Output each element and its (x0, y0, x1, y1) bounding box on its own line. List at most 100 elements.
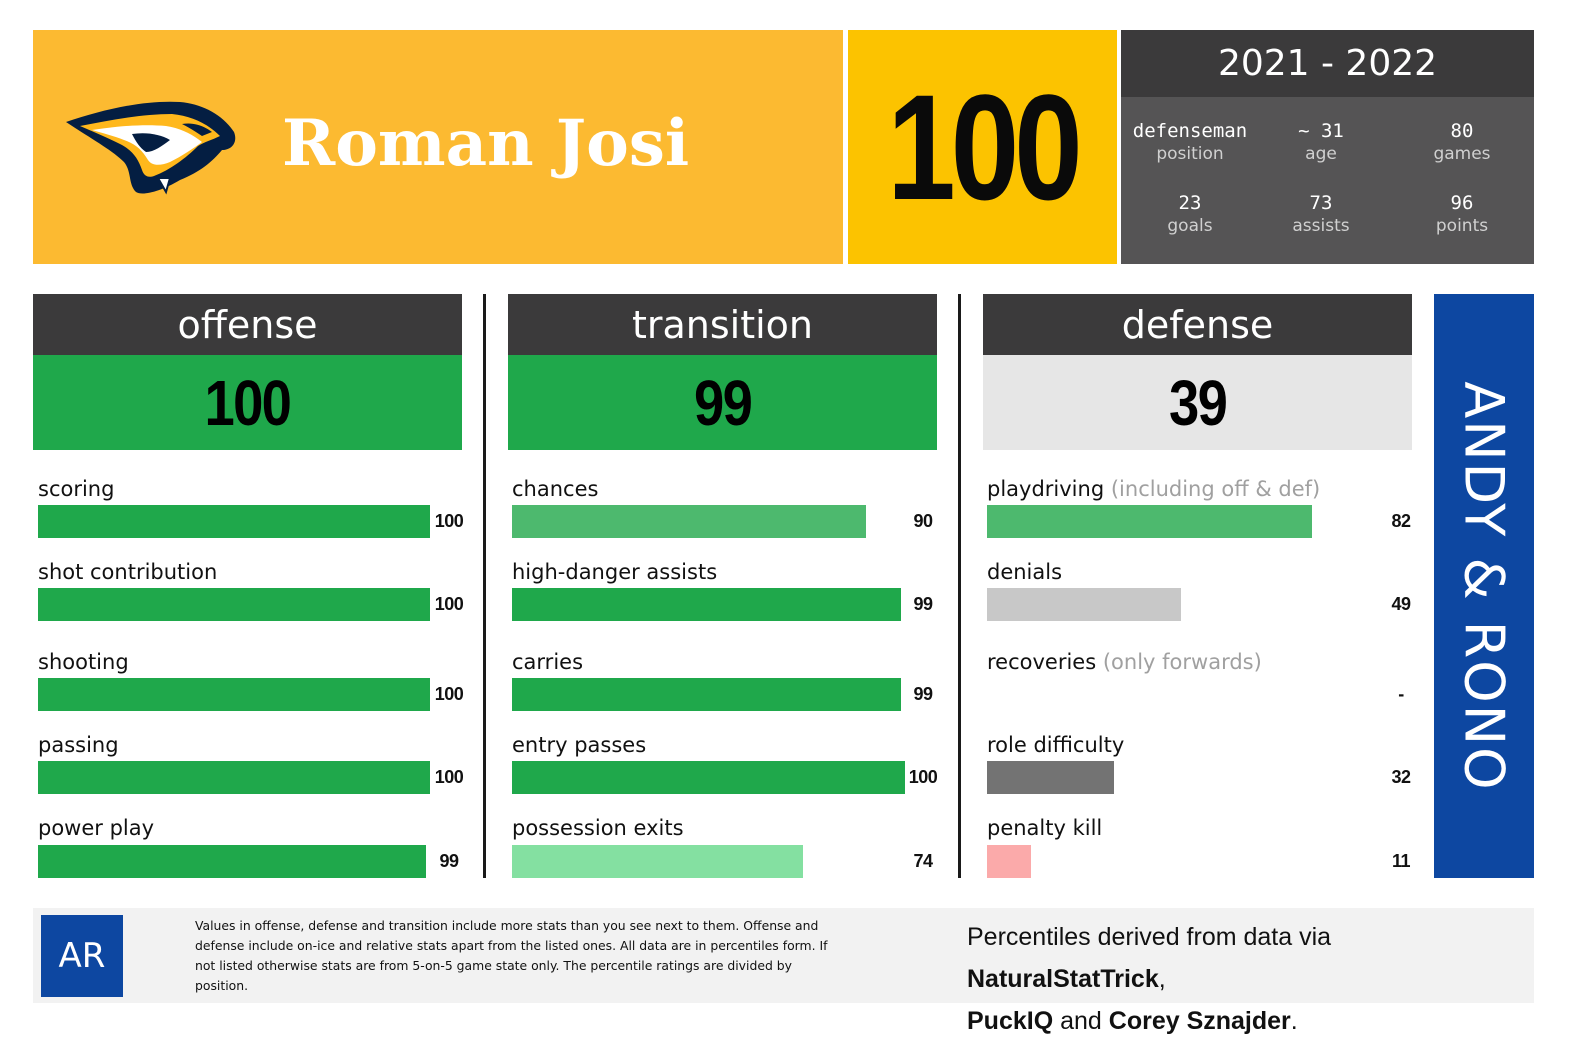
defense-metric-value: 82 (1391, 511, 1411, 531)
info-assists-value: 73 (1309, 192, 1333, 214)
credit-puckiq: PuckIQ (967, 1007, 1054, 1035)
metric-name: shooting (38, 650, 129, 674)
transition-metric-bar (512, 588, 901, 621)
info-position-value: defenseman (1132, 120, 1248, 142)
transition-metric-label: high-danger assists (512, 559, 717, 585)
offense-header: offense (33, 294, 462, 355)
season-label: 2021 - 2022 (1121, 30, 1534, 97)
defense-metric-label: role difficulty (987, 732, 1124, 758)
defense-metric-value: 49 (1391, 594, 1411, 614)
transition-metric-label: carries (512, 649, 583, 675)
offense-metric-label: shooting (38, 649, 129, 675)
offense-metric-value: 100 (434, 767, 464, 787)
brand-panel (1434, 294, 1534, 878)
offense-metric-label: power play (38, 815, 154, 841)
player-info-panel: defenseman position ~ 31 age 80 games 23… (1121, 97, 1534, 264)
metric-name: possession exits (512, 816, 684, 840)
brand-text-wrap: ANDY & RONO (1434, 294, 1534, 878)
info-points-value: 96 (1450, 192, 1474, 214)
nashville-predators-logo-icon (66, 101, 236, 195)
transition-metric-value: 99 (913, 594, 933, 614)
metric-name: power play (38, 816, 155, 840)
info-points: 96 points (1393, 191, 1531, 237)
transition-metric-label: possession exits (512, 815, 684, 841)
metric-name: high-danger assists (512, 560, 718, 584)
defense-metric-label: recoveries (only forwards) (987, 649, 1262, 675)
offense-metric-value: 99 (439, 851, 459, 871)
metric-name: shot contribution (38, 560, 218, 584)
info-position: defenseman position (1121, 119, 1259, 165)
offense-metric-bar (38, 678, 430, 711)
metric-name: chances (512, 477, 599, 501)
info-age-value: ~ 31 (1298, 120, 1344, 142)
transition-metric-value: 74 (913, 851, 933, 871)
offense-score-value: 100 (204, 366, 292, 439)
metric-name: playdriving (987, 477, 1105, 501)
player-name: Roman Josi (282, 106, 690, 181)
metric-name: denials (987, 560, 1063, 584)
column-divider (483, 294, 486, 878)
defense-metric-value: 32 (1391, 767, 1411, 787)
offense-score: 100 (33, 355, 462, 450)
transition-metric-bar (512, 845, 803, 878)
defense-metric-bar (987, 761, 1114, 794)
offense-metric-label: passing (38, 732, 119, 758)
offense-metric-value: 100 (434, 684, 464, 704)
credits: Percentiles derived from data via Natura… (967, 916, 1527, 1042)
info-goals-value: 23 (1178, 192, 1202, 214)
defense-metric-value: 11 (1391, 851, 1411, 871)
metric-name: scoring (38, 477, 115, 501)
metric-note: (only forwards) (1102, 650, 1262, 674)
transition-metric-value: 90 (913, 511, 933, 531)
info-games: 80 games (1393, 119, 1531, 165)
info-position-label: position (1156, 144, 1224, 164)
offense-metric-bar (38, 845, 426, 878)
footer (33, 908, 1534, 1003)
defense-metric-bar (987, 588, 1181, 621)
transition-metric-bar (512, 761, 905, 794)
transition-score-value: 99 (693, 366, 753, 439)
offense-metric-label: scoring (38, 476, 114, 502)
transition-metric-bar (512, 505, 866, 538)
offense-metric-bar (38, 588, 430, 621)
defense-score: 39 (983, 355, 1412, 450)
column-divider (958, 294, 961, 878)
offense-metric-bar (38, 505, 430, 538)
defense-score-value: 39 (1168, 366, 1228, 439)
credits-prefix: Percentiles derived from data via (967, 923, 1332, 951)
defense-metric-bar (987, 845, 1031, 878)
offense-metric-label: shot contribution (38, 559, 217, 585)
overall-rating-panel (848, 30, 1117, 264)
transition-metric-label: entry passes (512, 732, 646, 758)
offense-metric-bar (38, 761, 430, 794)
offense-metric-value: 100 (434, 594, 464, 614)
transition-metric-value: 100 (908, 767, 938, 787)
transition-score: 99 (508, 355, 937, 450)
credit-naturalstattrick: NaturalStatTrick (967, 965, 1159, 993)
defense-metric-value: - (1398, 684, 1404, 704)
metric-name: carries (512, 650, 584, 674)
defense-metric-bar (987, 505, 1312, 538)
info-points-label: points (1435, 216, 1489, 236)
credit-sep-2: and (1053, 1007, 1109, 1035)
info-assists-label: assists (1292, 216, 1350, 236)
metric-name: role difficulty (987, 733, 1125, 757)
metric-note: (including off & def) (1110, 477, 1321, 501)
metric-name: recoveries (987, 650, 1097, 674)
transition-header: transition (508, 294, 937, 355)
metric-name: passing (38, 733, 119, 757)
overall-rating: 100 (887, 62, 1082, 231)
info-goals: 23 goals (1121, 191, 1259, 237)
info-age-label: age (1305, 144, 1337, 164)
info-goals-label: goals (1167, 216, 1213, 236)
credit-end: . (1290, 1007, 1298, 1035)
ar-logo: AR (41, 915, 123, 997)
offense-metric-value: 100 (434, 511, 464, 531)
credit-sep-1: , (1158, 965, 1166, 993)
transition-metric-label: chances (512, 476, 598, 502)
credit-corey-sznajder: Corey Sznajder (1108, 1007, 1291, 1035)
info-age: ~ 31 age (1252, 119, 1390, 165)
defense-header: defense (983, 294, 1412, 355)
metric-name: penalty kill (987, 816, 1103, 840)
footnote: Values in offense, defense and transitio… (195, 918, 828, 993)
